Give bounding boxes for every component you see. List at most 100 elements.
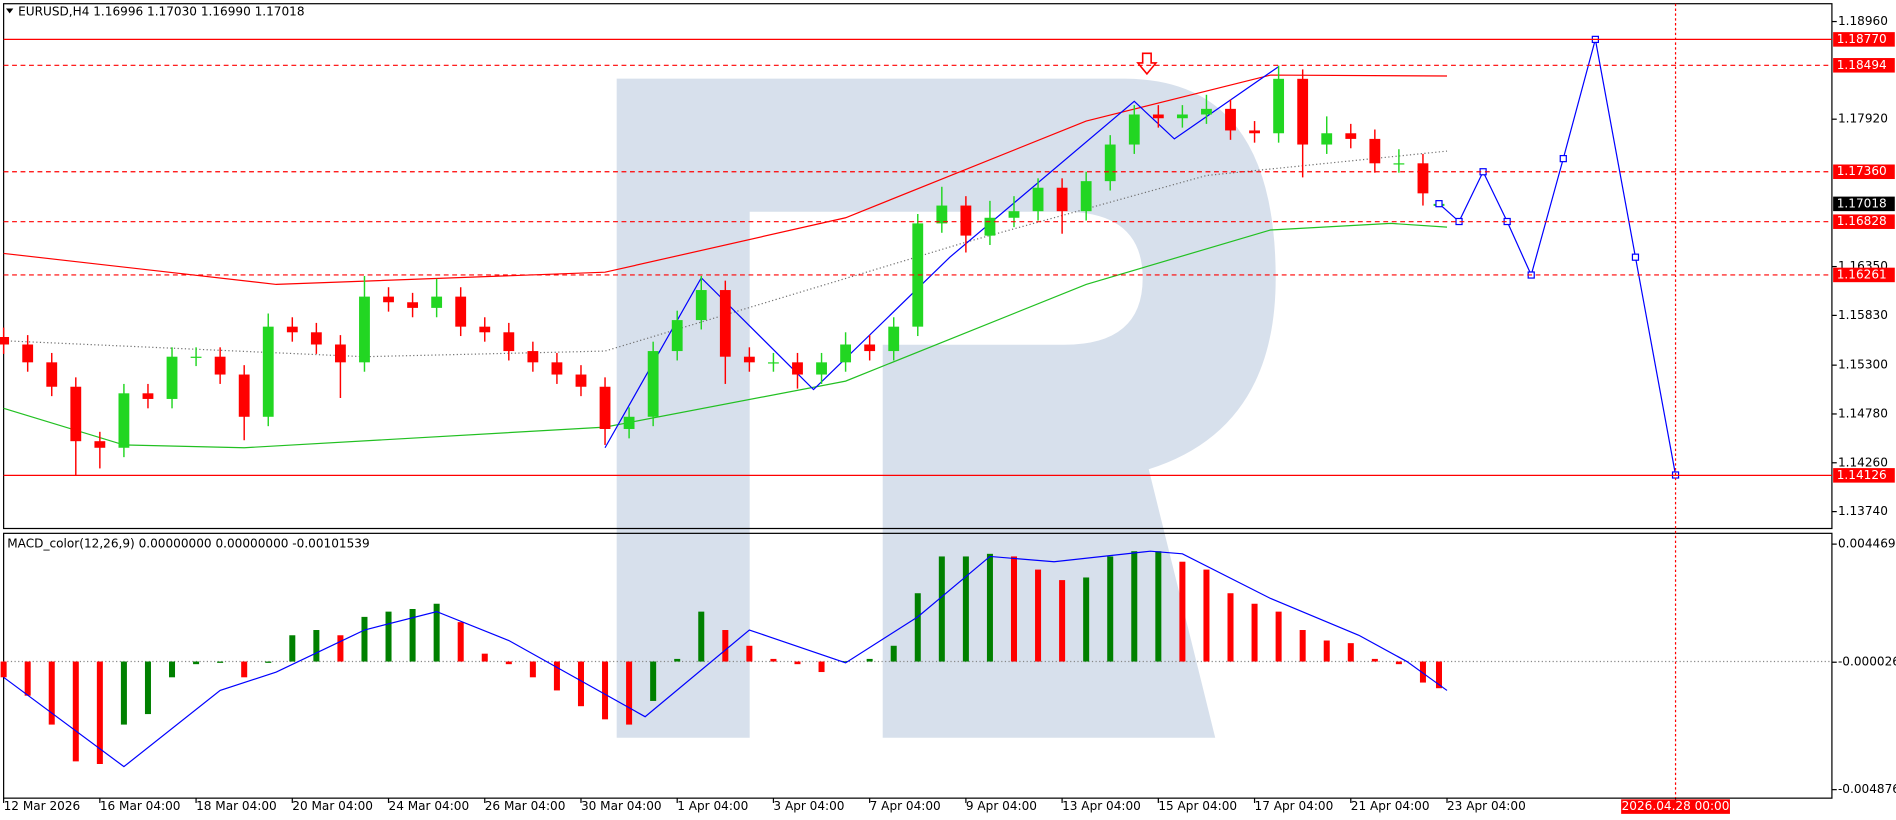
macd-bar bbox=[986, 553, 993, 662]
candle-body bbox=[22, 344, 34, 363]
macd-bar bbox=[120, 661, 127, 725]
candle-body bbox=[1104, 144, 1116, 182]
y-tick-label: 1.14780 bbox=[1838, 406, 1888, 420]
level-label-box bbox=[1833, 164, 1895, 180]
macd-bar bbox=[553, 661, 560, 691]
macd-bar bbox=[193, 661, 200, 665]
x-tick-label: 15 Apr 04:00 bbox=[1158, 799, 1237, 813]
level-label-box bbox=[1833, 58, 1895, 73]
macd-bar bbox=[505, 661, 512, 665]
candle-body bbox=[214, 356, 226, 375]
level-label-box bbox=[1833, 468, 1895, 483]
macd-bar bbox=[602, 661, 609, 720]
x-tick-label: 17 Apr 04:00 bbox=[1255, 799, 1334, 813]
level-label: 1.18770 bbox=[1837, 32, 1887, 46]
candle-body bbox=[238, 374, 250, 417]
macd-bar bbox=[433, 603, 440, 662]
x-tick-label: 21 Apr 04:00 bbox=[1351, 799, 1430, 813]
moving-average bbox=[3, 74, 1448, 286]
macd-bar bbox=[48, 661, 55, 725]
macd-bar bbox=[1107, 556, 1114, 662]
menu-arrow[interactable] bbox=[6, 8, 14, 14]
candle-body bbox=[383, 296, 394, 303]
candle-body bbox=[984, 217, 996, 236]
candle-body bbox=[1032, 187, 1044, 212]
sell-arrow bbox=[1136, 52, 1158, 76]
candle-body bbox=[743, 356, 755, 363]
x-tick-label: 24 Mar 04:00 bbox=[389, 799, 470, 813]
candle-body bbox=[1176, 114, 1188, 119]
macd-bar bbox=[72, 661, 79, 762]
candle-body bbox=[816, 362, 827, 375]
macd-bar bbox=[1419, 661, 1426, 683]
candle-body bbox=[1201, 108, 1212, 115]
macd-bar bbox=[890, 645, 897, 662]
candle-body bbox=[455, 296, 467, 327]
candle-body bbox=[599, 386, 611, 429]
candle-body bbox=[1345, 133, 1357, 139]
candle-body bbox=[768, 362, 779, 364]
candle-body bbox=[623, 416, 635, 429]
macd-bar bbox=[866, 658, 873, 662]
candle-body bbox=[527, 351, 539, 363]
candle-body bbox=[1321, 133, 1333, 145]
candle-body bbox=[551, 362, 563, 375]
level-label: 1.16261 bbox=[1837, 267, 1887, 281]
candle-body bbox=[503, 332, 515, 352]
macd-bar bbox=[577, 661, 584, 707]
macd-bar bbox=[1347, 643, 1354, 662]
candle-body bbox=[431, 296, 443, 308]
candle-body bbox=[0, 336, 10, 345]
candle-body bbox=[46, 362, 58, 387]
y-tick-label: 1.14260 bbox=[1838, 455, 1888, 469]
candle-body bbox=[719, 290, 731, 357]
candle-body bbox=[407, 302, 418, 308]
candle-body bbox=[142, 393, 154, 399]
candle-body bbox=[792, 362, 803, 375]
macd-bar bbox=[1251, 603, 1258, 662]
macd-header: MACD_color(12,26,9) 0.00000000 0.0000000… bbox=[7, 537, 369, 551]
macd-bar bbox=[626, 661, 633, 725]
signal-line bbox=[3, 550, 1448, 768]
candle-body bbox=[1417, 163, 1429, 194]
candle-body bbox=[70, 386, 82, 442]
macd-bar bbox=[217, 661, 224, 663]
macd-bar bbox=[24, 661, 31, 696]
candle-body bbox=[1249, 130, 1260, 134]
macd-bar bbox=[794, 661, 801, 665]
macd-bar bbox=[1131, 551, 1138, 662]
macd-bar bbox=[722, 630, 729, 662]
macd-bar bbox=[361, 616, 368, 662]
x-tick-label: 9 Apr 04:00 bbox=[966, 799, 1037, 813]
y-tick-label: 1.18960 bbox=[1838, 14, 1888, 28]
macd-bar bbox=[529, 661, 536, 678]
macd-bar bbox=[914, 593, 921, 662]
x-tick-label: 26 Mar 04:00 bbox=[485, 799, 566, 813]
y-tick-label: 1.13740 bbox=[1838, 504, 1888, 518]
x-tick-label: 18 Mar 04:00 bbox=[196, 799, 277, 813]
candle-body bbox=[359, 296, 370, 363]
price-header: EURUSD,H4 1.16996 1.17030 1.16990 1.1701… bbox=[18, 5, 304, 19]
macd-bar bbox=[938, 556, 945, 662]
y-tick-label: 1.15830 bbox=[1838, 308, 1888, 322]
macd-bar bbox=[1203, 569, 1210, 662]
macd-bar bbox=[96, 661, 103, 764]
macd-bar bbox=[842, 661, 849, 662]
macd-bar bbox=[337, 635, 344, 662]
x-tick-label: 16 Mar 04:00 bbox=[100, 799, 181, 813]
macd-bar bbox=[1371, 658, 1378, 662]
candle-body bbox=[695, 290, 707, 321]
level-label: 1.18494 bbox=[1837, 58, 1887, 72]
candle-body bbox=[335, 344, 346, 363]
macd-bar bbox=[0, 661, 7, 678]
macd-bar bbox=[1299, 630, 1306, 662]
macd-bar bbox=[169, 661, 176, 678]
macd-bar bbox=[674, 658, 681, 662]
candle-body bbox=[864, 344, 876, 352]
candle-body bbox=[1225, 108, 1236, 131]
x-tick-label: 13 Apr 04:00 bbox=[1062, 799, 1141, 813]
candle-body bbox=[575, 374, 587, 387]
macd-bar bbox=[650, 661, 657, 701]
candle-body bbox=[479, 326, 491, 333]
macd-bar bbox=[1035, 569, 1042, 662]
